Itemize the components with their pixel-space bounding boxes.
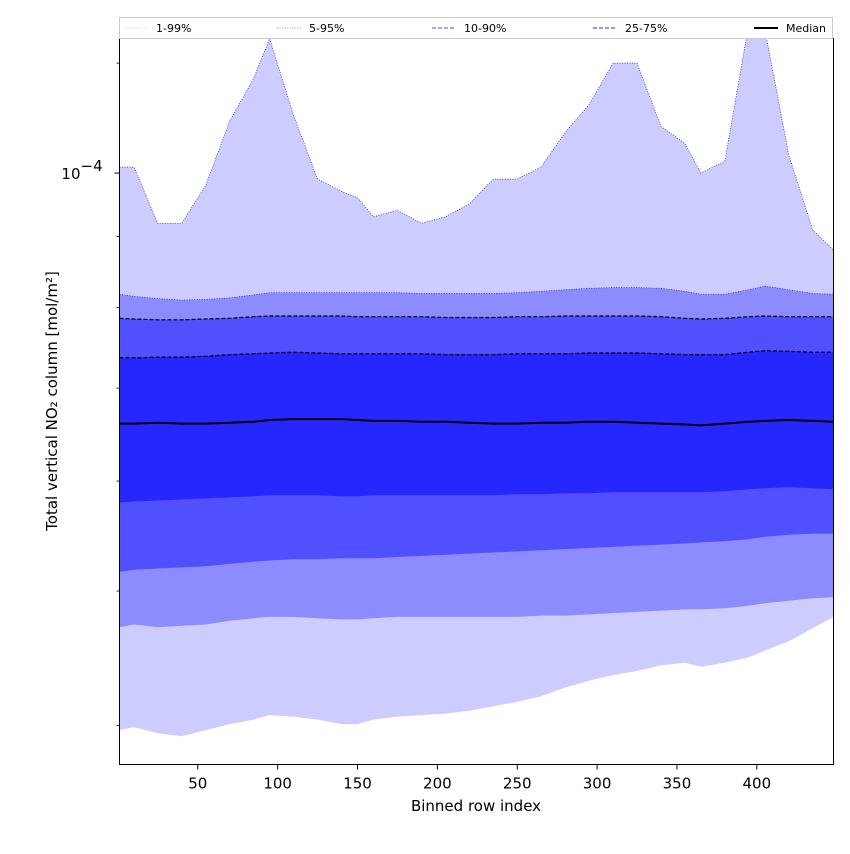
legend-label-25-75: 25-75% <box>625 22 667 35</box>
band-upper-line-5-95 <box>119 285 834 301</box>
x-axis-label: Binned row index <box>411 797 541 815</box>
x-axis: 50 100 150 200 250 300 350 400 <box>188 764 772 793</box>
y-axis: 10 −4 <box>61 62 120 726</box>
legend: 1-99% 5-95% 10-90% 25-75% Median <box>119 17 833 39</box>
x-tick-label: 400 <box>743 775 772 793</box>
legend-label-5-95: 5-95% <box>309 22 344 35</box>
legend-label-10-90: 10-90% <box>464 22 506 35</box>
band-layer <box>119 24 834 737</box>
band-upper-line-25-75 <box>119 349 834 359</box>
band-25-75 <box>119 350 834 503</box>
y-tick-label: 10 <box>61 165 80 183</box>
legend-frame <box>119 17 833 39</box>
line-layer <box>119 23 834 427</box>
legend-label-1-99: 1-99% <box>156 22 191 35</box>
x-tick-label: 100 <box>263 775 292 793</box>
legend-label-median: Median <box>786 22 826 35</box>
y-tick-exponent: −4 <box>81 157 103 175</box>
band-upper-line-10-90 <box>119 315 834 321</box>
x-tick-label: 300 <box>583 775 612 793</box>
x-tick-label: 350 <box>663 775 692 793</box>
x-tick-label: 250 <box>503 775 532 793</box>
x-tick-label: 50 <box>188 775 207 793</box>
x-tick-label: 150 <box>343 775 372 793</box>
y-axis-label: Total vertical NO₂ column [mol/m²] <box>43 271 61 532</box>
x-tick-label: 200 <box>423 775 452 793</box>
median-line <box>119 418 834 427</box>
